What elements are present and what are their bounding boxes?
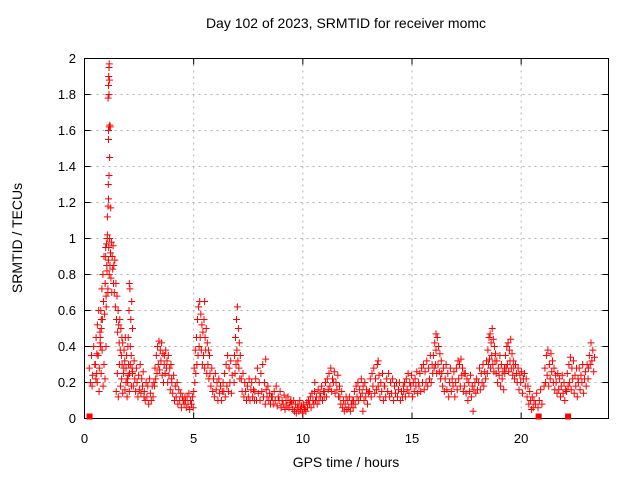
y-tick-label: 0.2 [58, 375, 76, 390]
data-points-path [85, 60, 598, 417]
y-tick-label: 1 [69, 231, 76, 246]
x-tick-label: 15 [405, 431, 419, 446]
y-tick-label: 0.4 [58, 339, 76, 354]
plot-border [84, 58, 609, 419]
y-tick-label: 0.8 [58, 267, 76, 282]
y-tick-label: 2 [69, 51, 76, 66]
y-tick-label: 1.2 [58, 195, 76, 210]
grid [84, 58, 609, 419]
x-tick-label: 10 [296, 431, 310, 446]
chart-title: Day 102 of 2023, SRMTID for receiver mom… [206, 15, 486, 31]
data-points [85, 60, 598, 417]
y-axis-label: SRMTID / TECUs [9, 183, 25, 293]
y-tick-label: 1.6 [58, 123, 76, 138]
zero-marker [565, 413, 572, 420]
x-tick-label: 0 [81, 431, 88, 446]
zero-marker [86, 413, 93, 420]
y-tick-label: 0 [69, 411, 76, 426]
x-tick-label: 5 [190, 431, 197, 446]
x-tick-labels: 0 5 10 15 20 [81, 431, 529, 446]
y-tick-labels: 0 0.2 0.4 0.6 0.8 1 1.2 1.4 1.6 1.8 2 [58, 51, 76, 426]
y-tick-label: 1.8 [58, 87, 76, 102]
y-tick-label: 0.6 [58, 303, 76, 318]
zero-markers [86, 413, 572, 420]
x-axis-label: GPS time / hours [293, 454, 400, 470]
zero-marker [535, 413, 542, 420]
y-tick-label: 1.4 [58, 159, 76, 174]
x-tick-label: 20 [514, 431, 528, 446]
